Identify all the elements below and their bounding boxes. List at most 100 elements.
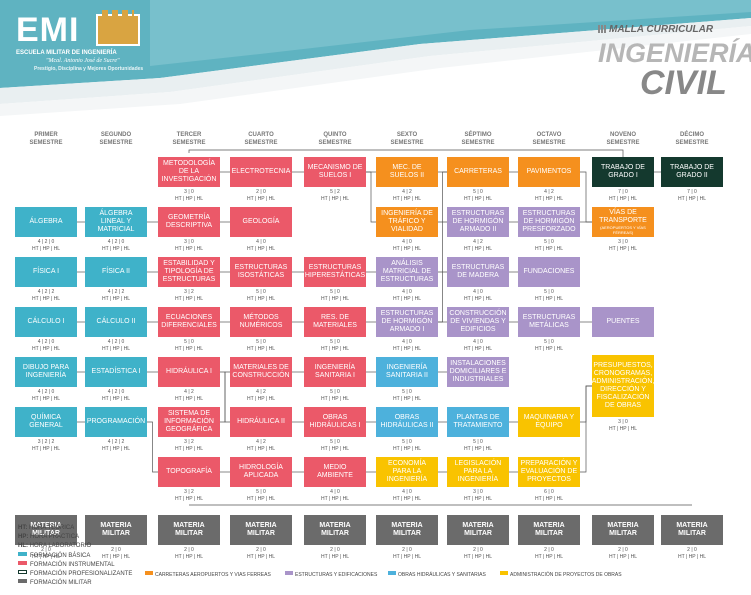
- credit-hours: 4 | 2 | 0: [37, 339, 55, 345]
- subject-name: MATERIA MILITAR: [462, 522, 494, 537]
- subject-ingenieria-sanitaria-i[interactable]: INGENIERÍA SANITARIA I: [304, 357, 366, 387]
- subject-name: ESTRUCTURAS METÁLICAS: [522, 314, 576, 329]
- subject-electrotecnia[interactable]: ELECTROTECNIA: [230, 157, 292, 187]
- subject-topografia[interactable]: TOPOGRAFÍA: [158, 457, 220, 487]
- subject-name: INGENIERÍA DE TRÁFICO Y VIALIDAD: [381, 210, 433, 233]
- subject-materia-militar[interactable]: MATERIA MILITAR: [376, 515, 438, 545]
- credit-labels: HT | HP | HL: [609, 196, 637, 202]
- subject-hidraulica-i[interactable]: HIDRÁULICA I: [158, 357, 220, 387]
- subject-calculo-i[interactable]: CÁLCULO I: [15, 307, 77, 337]
- credit-hours: 5 | 0: [544, 339, 554, 345]
- semester-ordinal: SEGUNDO: [100, 132, 132, 138]
- subject-credits: 6 | 0 HT | HP | HL: [518, 489, 580, 503]
- subject-estructuras-metalicas[interactable]: ESTRUCTURAS METÁLICAS: [518, 307, 580, 337]
- subject-name: MEC. DE SUELOS II: [389, 164, 425, 179]
- subject-legislacion-para-la-ingenieria[interactable]: LEGISLACIÓN PARA LA INGENIERÍA: [447, 457, 509, 487]
- subject-sistema-de-informacion-geografica[interactable]: SISTEMA DE INFORMACIÓN GEOGRÁFICA: [158, 407, 220, 437]
- subject-name: MATERIA MILITAR: [391, 522, 423, 537]
- subject-hidraulica-ii[interactable]: HIDRÁULICA II: [230, 407, 292, 437]
- subject-vias-de-transporte[interactable]: VÍAS DE TRANSPORTE (AEROPUERTOS Y VÍAS FÉ…: [592, 207, 654, 237]
- semester-header: SEGUNDO SEMESTRE: [88, 131, 144, 147]
- subject-algebra[interactable]: ÁLGEBRA: [15, 207, 77, 237]
- subject-construccion-de-viviendas-y-edificios[interactable]: CONSTRUCCIÓN DE VIVIENDAS Y EDIFICIOS: [447, 307, 509, 337]
- subject-estadistica-i[interactable]: ESTADÍSTICA I: [85, 357, 147, 387]
- subject-fisica-ii[interactable]: FÍSICA II: [85, 257, 147, 287]
- subject-materia-militar[interactable]: MATERIA MILITAR: [518, 515, 580, 545]
- subject-geometria-descriptiva[interactable]: GEOMETRÍA DESCRIPTIVA: [158, 207, 220, 237]
- subject-presupuestos-cronogramas-administracion-[interactable]: PRESUPUESTOS, CRONOGRAMAS, ADMINISTRACIÓ…: [592, 355, 654, 417]
- subject-estabilidad-y-tipologia-de-estructuras[interactable]: ESTABILIDAD Y TIPOLOGÍA DE ESTRUCTURAS: [158, 257, 220, 287]
- subject-analisis-matricial-de-estructuras[interactable]: ANÁLISIS MATRICIAL DE ESTRUCTURAS: [376, 257, 438, 287]
- subject-credits: 4 | 2 | 0 HT | HP | HL: [15, 339, 77, 353]
- subject-trabajo-de-grado-ii[interactable]: TRABAJO DE GRADO II: [661, 157, 723, 187]
- subject-ingenieria-sanitaria-ii[interactable]: INGENIERÍA SANITARIA II: [376, 357, 438, 387]
- subject-name: PLANTAS DE TRATAMIENTO: [453, 414, 503, 429]
- credit-hours: 4 | 0: [256, 239, 266, 245]
- subject-carreteras[interactable]: CARRETERAS: [447, 157, 509, 187]
- subject-metodos-numericos[interactable]: MÉTODOS NUMÉRICOS: [230, 307, 292, 337]
- credit-hours: 4 | 0: [402, 289, 412, 295]
- subject-quimica-general[interactable]: QUÍMICA GENERAL: [15, 407, 77, 437]
- subject-credits: 7 | 0 HT | HP | HL: [661, 189, 723, 203]
- subject-plantas-de-tratamiento[interactable]: PLANTAS DE TRATAMIENTO: [447, 407, 509, 437]
- subject-res-de-materiales[interactable]: RES. DE MATERIALES: [304, 307, 366, 337]
- subject-medio-ambiente[interactable]: MEDIO AMBIENTE: [304, 457, 366, 487]
- subject-puentes[interactable]: PUENTES: [592, 307, 654, 337]
- subject-obras-hidraulicas-i[interactable]: OBRAS HIDRÁULICAS I: [304, 407, 366, 437]
- credit-hours: 6 | 0: [544, 489, 554, 495]
- credit-labels: HT | HP | HL: [32, 554, 60, 560]
- subject-credits: 2 | 0 HT | HP | HL: [661, 547, 723, 561]
- subject-fundaciones[interactable]: FUNDACIONES: [518, 257, 580, 287]
- subject-ingenieria-de-trafico-y-vialidad[interactable]: INGENIERÍA DE TRÁFICO Y VIALIDAD: [376, 207, 438, 237]
- subject-economia-para-la-ingenieria[interactable]: ECONOMÍA PARA LA INGENIERÍA: [376, 457, 438, 487]
- credit-labels: HT | HP | HL: [464, 296, 492, 302]
- subject-estructuras-isostaticas[interactable]: ESTRUCTURAS ISOSTÁTICAS: [230, 257, 292, 287]
- subject-credits: 3 | 2 HT | HP | HL: [158, 289, 220, 303]
- credit-labels: HT | HP | HL: [247, 496, 275, 502]
- subject-calculo-ii[interactable]: CÁLCULO II: [85, 307, 147, 337]
- subject-estructuras-de-madera[interactable]: ESTRUCTURAS DE MADERA: [447, 257, 509, 287]
- subject-estructuras-hiperestaticas[interactable]: ESTRUCTURAS HIPERESTÁTICAS: [304, 257, 366, 287]
- subject-trabajo-de-grado-i[interactable]: TRABAJO DE GRADO I: [592, 157, 654, 187]
- semester-ordinal: DÉCIMO: [680, 132, 704, 138]
- subject-preparacion-y-evaluacion-de-proyectos[interactable]: PREPARACIÓN Y EVALUACIÓN DE PROYECTOS: [518, 457, 580, 487]
- subject-estructuras-de-hormigon-presforzado[interactable]: ESTRUCTURAS DE HORMIGÓN PRESFORZADO: [518, 207, 580, 237]
- subject-estructuras-de-hormigon-armado-i[interactable]: ESTRUCTURAS DE HORMIGÓN ARMADO I: [376, 307, 438, 337]
- subject-name: LEGISLACIÓN PARA LA INGENIERÍA: [454, 460, 502, 483]
- subject-ecuaciones-diferenciales[interactable]: ECUACIONES DIFERENCIALES: [158, 307, 220, 337]
- subject-programacion[interactable]: PROGRAMACIÓN: [85, 407, 147, 437]
- credit-labels: HT | HP | HL: [535, 246, 563, 252]
- subject-fisica-i[interactable]: FÍSICA I: [15, 257, 77, 287]
- subject-materia-militar[interactable]: MATERIA MILITAR: [661, 515, 723, 545]
- credit-labels: HT | HP | HL: [535, 496, 563, 502]
- subject-materiales-de-construccion[interactable]: MATERIALES DE CONSTRUCCIÓN: [230, 357, 292, 387]
- subject-materia-militar[interactable]: MATERIA MILITAR: [230, 515, 292, 545]
- subject-maquinaria-y-equipo[interactable]: MAQUINARIA Y EQUIPO: [518, 407, 580, 437]
- subject-materia-militar[interactable]: MATERIA MILITAR: [304, 515, 366, 545]
- subject-obras-hidraulicas-ii[interactable]: OBRAS HIDRÁULICAS II: [376, 407, 438, 437]
- subject-materia-militar[interactable]: MATERIA MILITAR: [158, 515, 220, 545]
- subject-dibujo-para-ingenieria[interactable]: DIBUJO PARA INGENIERÍA: [15, 357, 77, 387]
- subject-materia-militar[interactable]: MATERIA MILITAR: [15, 515, 77, 545]
- subject-materia-militar[interactable]: MATERIA MILITAR: [85, 515, 147, 545]
- subject-name: HIDROLOGÍA APLICADA: [239, 464, 283, 479]
- subject-materia-militar[interactable]: MATERIA MILITAR: [592, 515, 654, 545]
- subject-credits: 4 | 2 HT | HP | HL: [230, 389, 292, 403]
- subject-pavimentos[interactable]: PAVIMENTOS: [518, 157, 580, 187]
- subject-credits: 5 | 0 HT | HP | HL: [230, 489, 292, 503]
- subject-name: CONSTRUCCIÓN DE VIVIENDAS Y EDIFICIOS: [449, 310, 507, 333]
- subject-mecanismo-de-suelos-i[interactable]: MECANISMO DE SUELOS I: [304, 157, 366, 187]
- subject-mec-de-suelos-ii[interactable]: MEC. DE SUELOS II: [376, 157, 438, 187]
- subject-name: PROGRAMACIÓN: [86, 418, 146, 425]
- credit-hours: 5 | 0: [330, 389, 340, 395]
- subject-algebra-lineal-y-matricial[interactable]: ÁLGEBRA LINEAL Y MATRICIAL: [85, 207, 147, 237]
- subject-materia-militar[interactable]: MATERIA MILITAR: [447, 515, 509, 545]
- credit-labels: HT | HP | HL: [464, 246, 492, 252]
- subject-name: PREPARACIÓN Y EVALUACIÓN DE PROYECTOS: [520, 460, 578, 483]
- subject-instalaciones-domiciliares-e-industriale[interactable]: INSTALACIONES DOMICILIARES E INDUSTRIALE…: [447, 357, 509, 387]
- subject-hidrologia-aplicada[interactable]: HIDROLOGÍA APLICADA: [230, 457, 292, 487]
- subject-estructuras-de-hormigon-armado-ii[interactable]: ESTRUCTURAS DE HORMIGÓN ARMADO II: [447, 207, 509, 237]
- subject-metodologia-de-la-investigacion[interactable]: METODOLOGÍA DE LA INVESTIGACIÓN: [158, 157, 220, 187]
- subject-credits: 5 | 0 HT | HP | HL: [304, 439, 366, 453]
- subject-geologia[interactable]: GEOLOGÍA: [230, 207, 292, 237]
